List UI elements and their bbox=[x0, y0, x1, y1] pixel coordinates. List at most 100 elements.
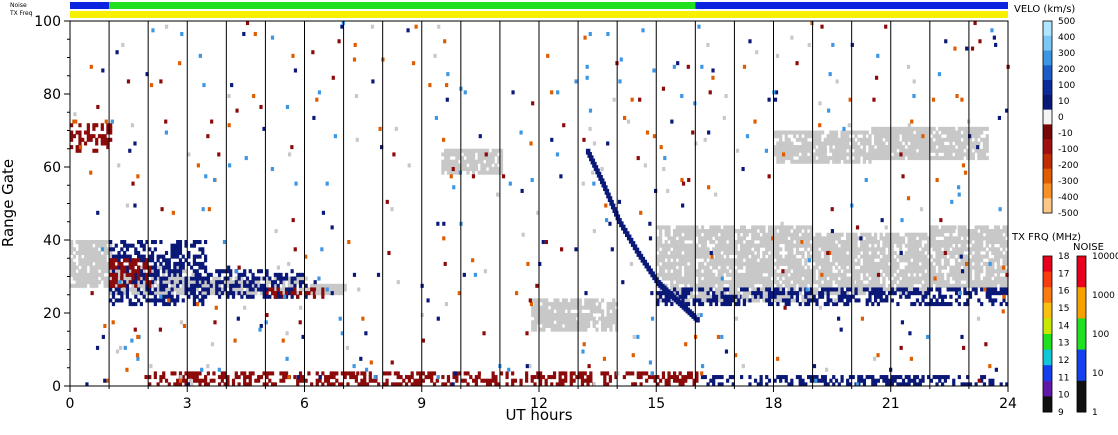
ionospheric-scatter-cell bbox=[243, 378, 247, 383]
ground-scatter-cell bbox=[776, 134, 780, 139]
ground-scatter-cell bbox=[874, 280, 878, 285]
ionospheric-scatter-cell bbox=[968, 294, 973, 299]
ground-scatter-cell bbox=[706, 265, 710, 270]
ionospheric-scatter-cell bbox=[220, 378, 224, 383]
ground-scatter-cell bbox=[938, 269, 942, 274]
ground-scatter-cell bbox=[667, 243, 671, 248]
ground-scatter-cell bbox=[851, 236, 855, 241]
ground-scatter-cell bbox=[606, 316, 610, 321]
ground-scatter-cell bbox=[960, 225, 964, 230]
ground-scatter-cell bbox=[714, 243, 719, 248]
ionospheric-scatter-cell bbox=[692, 298, 696, 303]
ground-scatter-cell bbox=[706, 236, 710, 241]
ground-scatter-cell bbox=[656, 294, 660, 299]
ionospheric-scatter-cell bbox=[162, 254, 166, 259]
ionospheric-scatter-cell bbox=[190, 283, 194, 288]
ionospheric-scatter-cell bbox=[217, 382, 222, 387]
ground-scatter-cell bbox=[834, 134, 839, 139]
ground-scatter-cell bbox=[807, 294, 811, 299]
ionospheric-scatter-cell bbox=[996, 291, 1001, 296]
ground-scatter-cell bbox=[865, 247, 869, 252]
ground-scatter-cell bbox=[954, 283, 959, 288]
ionospheric-scatter-cell bbox=[723, 298, 727, 303]
ground-scatter-cell bbox=[740, 247, 744, 252]
ground-scatter-cell bbox=[659, 254, 663, 259]
ground-scatter-cell bbox=[913, 134, 917, 139]
ionospheric-scatter-cell bbox=[321, 294, 325, 299]
ionospheric-scatter-cell bbox=[907, 378, 911, 383]
ground-scatter-cell bbox=[918, 148, 922, 153]
ground-scatter-cell bbox=[874, 126, 878, 131]
ground-scatter-cell bbox=[896, 283, 900, 288]
scatter-cell bbox=[264, 320, 268, 325]
ionospheric-scatter-cell bbox=[689, 287, 693, 292]
ground-scatter-cell bbox=[935, 243, 939, 248]
ground-scatter-cell bbox=[573, 302, 577, 307]
ground-scatter-cell bbox=[915, 240, 920, 245]
ground-scatter-cell bbox=[659, 243, 663, 248]
ionospheric-scatter-cell bbox=[271, 280, 275, 285]
ground-scatter-cell bbox=[874, 141, 878, 146]
ground-scatter-cell bbox=[95, 280, 99, 285]
ground-scatter-cell bbox=[966, 240, 970, 245]
ground-scatter-cell bbox=[765, 232, 769, 237]
ionospheric-scatter-cell bbox=[907, 291, 911, 296]
ground-scatter-cell bbox=[578, 313, 582, 318]
ionospheric-scatter-cell bbox=[921, 294, 925, 299]
ground-scatter-cell bbox=[773, 280, 777, 285]
ground-scatter-cell bbox=[954, 240, 959, 245]
ground-scatter-cell bbox=[661, 269, 666, 274]
ionospheric-scatter-cell bbox=[257, 276, 261, 281]
ionospheric-scatter-cell bbox=[290, 294, 294, 299]
ionospheric-scatter-cell bbox=[943, 294, 947, 299]
ground-scatter-cell bbox=[689, 261, 693, 266]
scatter-cell bbox=[520, 188, 524, 193]
ground-scatter-cell bbox=[960, 229, 964, 234]
ground-scatter-cell bbox=[689, 254, 693, 259]
ground-scatter-cell bbox=[812, 240, 816, 245]
ground-scatter-cell bbox=[988, 280, 992, 285]
ground-scatter-cell bbox=[581, 305, 585, 310]
ground-scatter-cell bbox=[441, 167, 445, 172]
ground-scatter-cell bbox=[494, 152, 498, 157]
ground-scatter-cell bbox=[946, 243, 950, 248]
ground-scatter-cell bbox=[661, 247, 666, 252]
ground-scatter-cell bbox=[971, 280, 975, 285]
ionospheric-scatter-cell bbox=[614, 371, 618, 376]
ground-scatter-cell bbox=[893, 137, 897, 142]
ionospheric-scatter-cell bbox=[192, 258, 197, 263]
ionospheric-scatter-cell bbox=[243, 269, 247, 274]
ground-scatter-cell bbox=[804, 261, 808, 266]
ground-scatter-cell bbox=[491, 159, 495, 164]
ionospheric-scatter-cell bbox=[946, 287, 950, 292]
ground-scatter-cell bbox=[957, 254, 961, 259]
scatter-cell bbox=[274, 229, 278, 234]
ground-scatter-cell bbox=[815, 152, 819, 157]
ground-scatter-cell bbox=[974, 145, 978, 150]
ionospheric-scatter-cell bbox=[324, 375, 328, 380]
ground-scatter-cell bbox=[78, 283, 82, 288]
ground-scatter-cell bbox=[848, 159, 853, 164]
ionospheric-scatter-cell bbox=[807, 291, 811, 296]
ground-scatter-cell bbox=[974, 225, 978, 230]
ionospheric-scatter-cell bbox=[156, 298, 160, 303]
ground-scatter-cell bbox=[985, 283, 989, 288]
ionospheric-scatter-cell bbox=[192, 291, 197, 296]
ionospheric-scatter-cell bbox=[684, 287, 688, 292]
ground-scatter-cell bbox=[265, 283, 269, 288]
ground-scatter-cell bbox=[837, 145, 841, 150]
ionospheric-scatter-cell bbox=[921, 375, 925, 380]
ground-scatter-cell bbox=[731, 229, 735, 234]
ground-scatter-cell bbox=[929, 272, 934, 277]
ground-scatter-cell bbox=[949, 225, 953, 230]
ground-scatter-cell bbox=[960, 243, 964, 248]
ionospheric-scatter-cell bbox=[220, 371, 224, 376]
ground-scatter-cell bbox=[153, 280, 157, 285]
ground-scatter-cell bbox=[871, 236, 875, 241]
ionospheric-scatter-cell bbox=[134, 250, 138, 255]
ground-scatter-cell bbox=[798, 240, 802, 245]
ionospheric-scatter-cell bbox=[257, 287, 261, 292]
ionospheric-scatter-cell bbox=[178, 371, 183, 376]
ionospheric-scatter-cell bbox=[159, 283, 163, 288]
ground-scatter-cell bbox=[751, 225, 755, 230]
